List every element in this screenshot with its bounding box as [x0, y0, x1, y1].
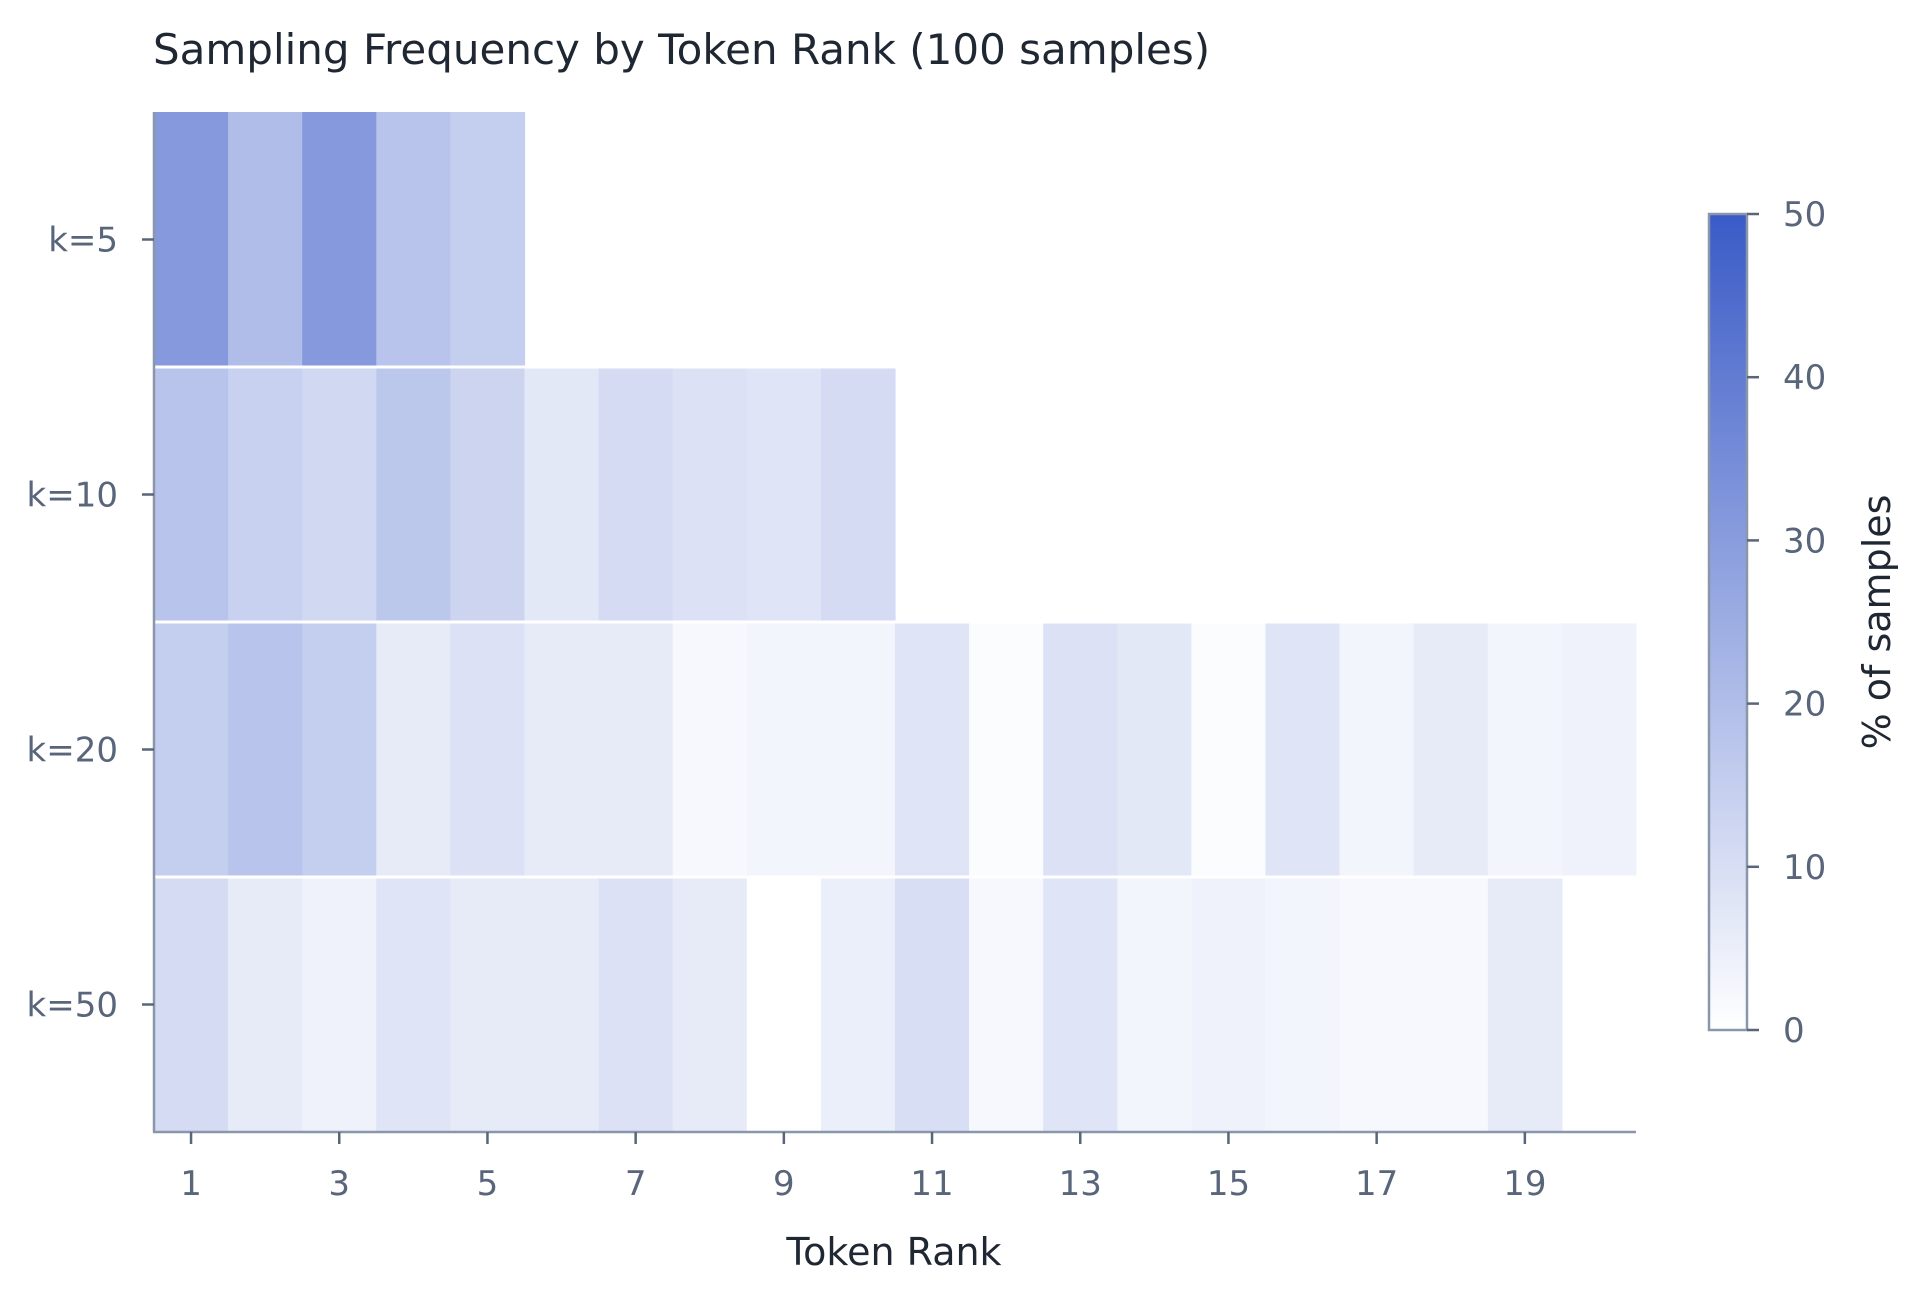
heatmap-cell — [154, 622, 229, 877]
x-tick-label: 9 — [773, 1164, 795, 1204]
x-tick-label: 19 — [1503, 1164, 1546, 1204]
heatmap-cell — [228, 622, 303, 877]
heatmap-cell — [820, 877, 896, 1132]
heatmap-cell — [1117, 877, 1192, 1132]
heatmap-cell — [1265, 622, 1341, 877]
y-tick-label: k=10 — [27, 476, 118, 516]
x-tick-label: 13 — [1059, 1164, 1102, 1204]
heatmap-cell — [154, 877, 229, 1132]
colorbar: 0 10 20 30 40 50 % of samples — [1707, 195, 1899, 1051]
heatmap-cell — [1191, 877, 1267, 1132]
x-tick-label: 15 — [1207, 1164, 1250, 1204]
heatmap-cell — [1265, 877, 1341, 1132]
heatmap-cell — [672, 367, 748, 622]
heatmap-cell — [302, 367, 377, 622]
heatmap-cell — [524, 622, 600, 877]
colorbar-tick-label: 50 — [1783, 195, 1826, 235]
heatmap-cell — [376, 112, 451, 367]
heatmap-cell — [1339, 622, 1415, 877]
heatmap-cell — [302, 622, 377, 877]
heatmap-cell — [524, 877, 600, 1132]
x-tick-label: 17 — [1355, 1164, 1398, 1204]
heatmap-cell — [1043, 877, 1118, 1132]
x-tick-label: 11 — [910, 1164, 953, 1204]
colorbar-gradient — [1707, 212, 1749, 1032]
heatmap-cell — [746, 367, 822, 622]
heatmap-cell — [598, 622, 674, 877]
heatmap-cell — [228, 877, 303, 1132]
y-axis-ticks: k=5 k=10 k=20 k=50 — [27, 221, 154, 1026]
colorbar-tick-label: 0 — [1783, 1011, 1805, 1051]
x-tick-label: 1 — [180, 1164, 202, 1204]
heatmap-cell — [450, 877, 526, 1132]
heatmap-cell — [302, 112, 377, 367]
heatmap-cell — [1487, 622, 1563, 877]
colorbar-tick-label: 30 — [1783, 521, 1826, 561]
heatmap-cell — [302, 877, 377, 1132]
x-axis-title: Token Rank — [785, 1230, 1001, 1274]
heatmap-cell — [820, 622, 896, 877]
colorbar-ticks: 0 10 20 30 40 50 — [1747, 195, 1826, 1051]
heatmap-cell — [672, 622, 748, 877]
heatmap-cell — [450, 112, 526, 367]
heatmap-cell — [969, 877, 1044, 1132]
heatmap-cell — [598, 367, 674, 622]
heatmap-cell — [895, 877, 970, 1132]
heatmap-cell — [524, 367, 600, 622]
heatmap-cell — [1561, 622, 1637, 877]
row-separators — [154, 365, 1636, 879]
heatmap-cell — [376, 877, 451, 1132]
heatmap-cell — [1339, 877, 1415, 1132]
y-tick-label: k=5 — [48, 221, 118, 261]
heatmap-cell — [1117, 622, 1192, 877]
heatmap-cell — [1191, 622, 1267, 877]
colorbar-tick-label: 10 — [1783, 848, 1826, 888]
heatmap-cells — [154, 112, 1637, 1132]
heatmap-cell — [1487, 877, 1563, 1132]
heatmap-cell — [450, 622, 526, 877]
y-tick-label: k=20 — [27, 731, 118, 771]
heatmap-cell — [746, 877, 822, 1132]
heatmap-cell — [1413, 877, 1489, 1132]
x-tick-label: 3 — [328, 1164, 350, 1204]
colorbar-tick-label: 40 — [1783, 358, 1826, 398]
heatmap-cell — [969, 622, 1044, 877]
heatmap-cell — [895, 622, 970, 877]
heatmap-cell — [598, 877, 674, 1132]
heatmap-cell — [376, 367, 451, 622]
x-tick-label: 5 — [477, 1164, 499, 1204]
y-tick-label: k=50 — [27, 986, 118, 1026]
heatmap-cell — [746, 622, 822, 877]
heatmap-cell — [820, 367, 896, 622]
heatmap-cell — [154, 112, 229, 367]
chart-title: Sampling Frequency by Token Rank (100 sa… — [153, 25, 1210, 74]
heatmap-cell — [450, 367, 526, 622]
heatmap-cell — [672, 877, 748, 1132]
heatmap-cell — [228, 112, 303, 367]
colorbar-tick-label: 20 — [1783, 685, 1826, 725]
x-tick-label: 7 — [625, 1164, 647, 1204]
colorbar-label: % of samples — [1855, 495, 1899, 750]
heatmap-cell — [228, 367, 303, 622]
x-axis-ticks: 1 3 5 7 9 11 13 15 17 19 — [180, 1132, 1546, 1204]
heatmap-cell — [1413, 622, 1489, 877]
heatmap-cell — [154, 367, 229, 622]
heatmap-cell — [376, 622, 451, 877]
heatmap-cell — [1043, 622, 1118, 877]
